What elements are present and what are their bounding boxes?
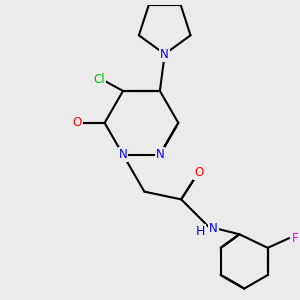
Text: N: N (155, 148, 164, 161)
Text: Cl: Cl (93, 73, 105, 86)
Text: N: N (160, 48, 169, 61)
Text: H: H (196, 225, 205, 238)
Text: N: N (118, 148, 127, 161)
Text: N: N (209, 222, 218, 235)
Text: O: O (73, 116, 82, 129)
Text: O: O (194, 166, 203, 179)
Text: F: F (292, 232, 298, 245)
